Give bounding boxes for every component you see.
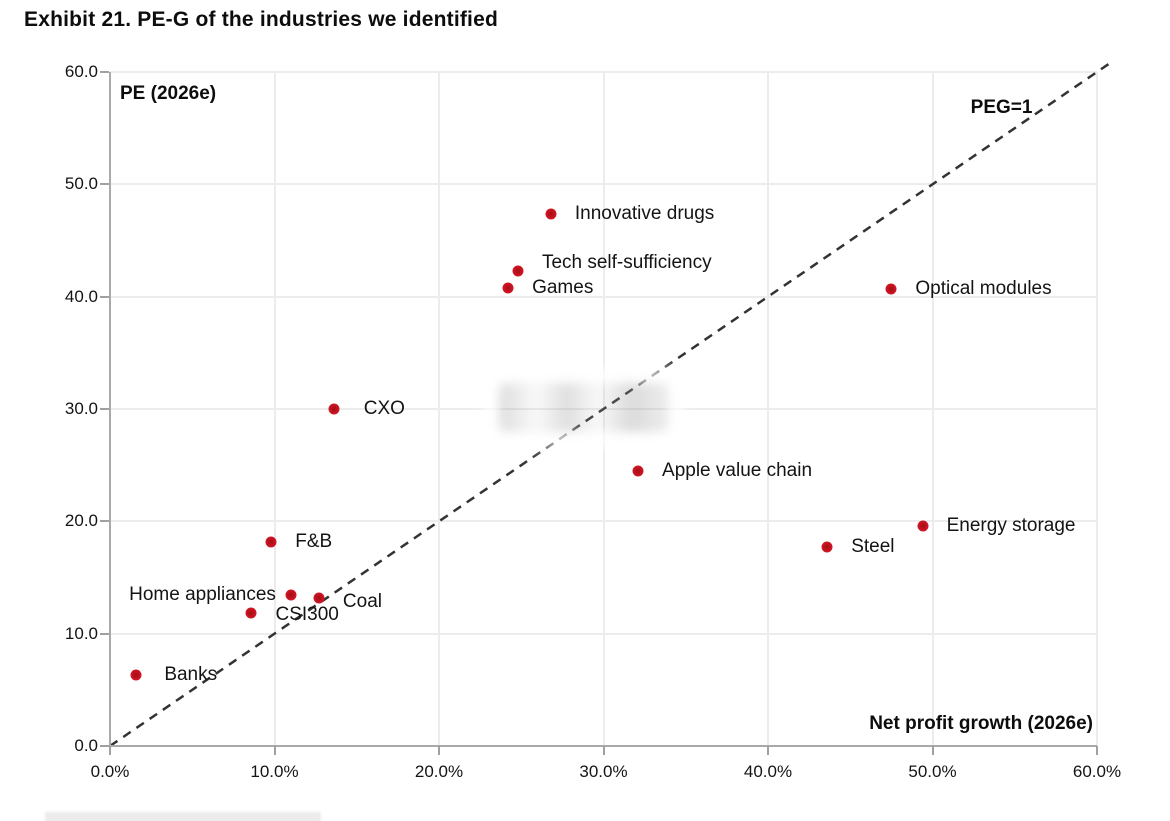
x-axis-tick bbox=[109, 746, 111, 755]
gridline-vertical bbox=[931, 72, 934, 746]
x-axis-tick bbox=[1096, 746, 1098, 755]
y-axis-line bbox=[109, 72, 111, 746]
data-point-label: CXO bbox=[363, 398, 405, 419]
gridline-vertical bbox=[1096, 72, 1098, 746]
data-point-label: CSI300 bbox=[275, 604, 339, 626]
x-axis-tick-label: 10.0% bbox=[250, 762, 299, 781]
x-axis-tick-label: 50.0% bbox=[908, 762, 957, 781]
y-axis-title: PE (2026e) bbox=[120, 83, 217, 104]
x-axis-tick bbox=[273, 746, 276, 755]
y-axis-tick-label: 10.0 bbox=[64, 623, 98, 643]
exhibit-title: Exhibit 21. PE-G of the industries we id… bbox=[24, 8, 498, 31]
x-axis-tick bbox=[931, 746, 934, 755]
data-point-dot bbox=[285, 589, 297, 601]
data-point-label: Home appliances bbox=[129, 584, 276, 606]
data-point-label: Apple value chain bbox=[662, 459, 813, 481]
x-axis-title: Net profit growth (2026e) bbox=[869, 713, 1093, 734]
y-axis-tick-label: 30.0 bbox=[64, 399, 98, 418]
data-point-label: Innovative drugs bbox=[574, 202, 715, 224]
data-point-label: Energy storage bbox=[946, 514, 1076, 536]
y-axis-tick bbox=[100, 520, 109, 523]
watermark-redacted bbox=[499, 383, 669, 432]
data-point-dot bbox=[885, 283, 897, 295]
x-axis-tick bbox=[602, 746, 605, 755]
data-point-label: Optical modules bbox=[915, 277, 1052, 299]
y-axis-tick bbox=[100, 71, 109, 73]
data-point-dot bbox=[265, 536, 277, 548]
gridline-vertical bbox=[273, 72, 276, 746]
y-axis-tick bbox=[100, 745, 109, 747]
data-point-label: Steel bbox=[851, 536, 895, 558]
gridline-vertical bbox=[438, 72, 440, 746]
x-axis-tick bbox=[438, 746, 440, 755]
data-point-dot bbox=[632, 465, 644, 477]
y-axis-tick-label: 40.0 bbox=[64, 286, 98, 306]
source-redacted-bar bbox=[45, 812, 321, 821]
data-point-dot bbox=[545, 208, 557, 220]
y-axis-tick-label: 0.0 bbox=[74, 736, 98, 755]
data-point-dot bbox=[130, 669, 142, 681]
gridline-vertical bbox=[767, 72, 769, 746]
data-point-dot bbox=[328, 403, 340, 415]
peg-line-label: PEG=1 bbox=[970, 96, 1033, 118]
x-axis-tick-label: 40.0% bbox=[743, 762, 793, 781]
data-point-dot bbox=[917, 520, 929, 532]
data-point-label: Tech self-sufficiency bbox=[541, 251, 712, 273]
y-axis-tick bbox=[100, 408, 109, 410]
data-point-label: F&B bbox=[295, 530, 333, 552]
data-point-dot bbox=[502, 282, 514, 294]
data-point-dot bbox=[245, 607, 257, 619]
data-point-label: Games bbox=[532, 276, 594, 298]
y-axis-tick bbox=[100, 632, 109, 635]
data-point-dot bbox=[313, 592, 325, 604]
data-point-label: Coal bbox=[342, 590, 382, 612]
x-axis-tick bbox=[767, 746, 769, 755]
x-axis-tick-label: 20.0% bbox=[414, 762, 464, 781]
data-point-label: Banks bbox=[164, 664, 218, 686]
y-axis-tick bbox=[100, 295, 109, 298]
x-axis-tick-label: 30.0% bbox=[579, 762, 628, 781]
y-axis-tick-label: 50.0 bbox=[64, 174, 98, 194]
data-point-dot bbox=[821, 541, 833, 553]
x-axis-tick-label: 60.0% bbox=[1072, 762, 1122, 781]
data-point-dot bbox=[512, 265, 524, 277]
y-axis-tick-label: 60.0 bbox=[64, 62, 98, 81]
y-axis-tick-label: 20.0 bbox=[64, 511, 98, 531]
x-axis-tick-label: 0.0% bbox=[90, 762, 130, 781]
y-axis-tick bbox=[100, 183, 109, 186]
scatter-plot: PE (2026e) Net profit growth (2026e) PEG… bbox=[65, 62, 1121, 781]
